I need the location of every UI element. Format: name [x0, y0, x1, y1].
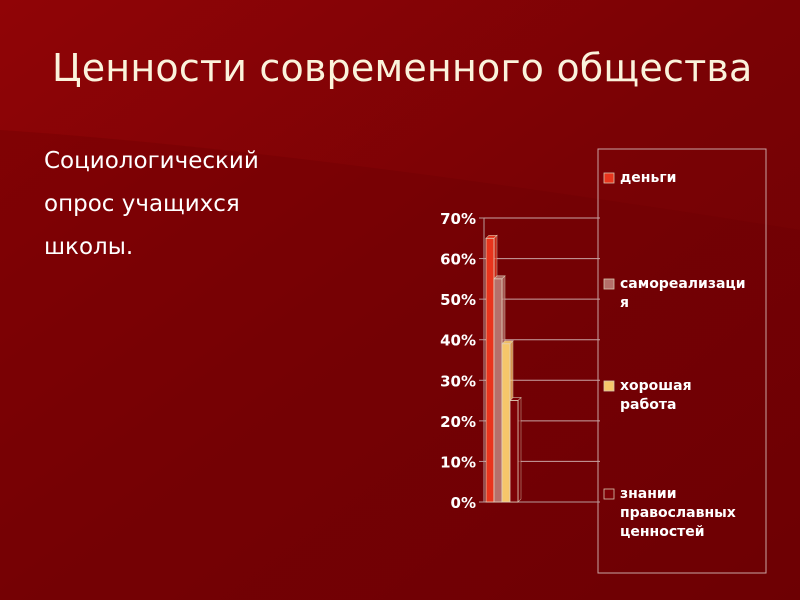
legend-label-line: самореализаци: [620, 276, 746, 292]
legend-label-line: знании: [620, 486, 677, 502]
y-tick-label: 10%: [440, 453, 476, 471]
legend-swatch: [603, 172, 615, 184]
legend-frame: [597, 148, 767, 574]
y-tick-label: 0%: [451, 494, 476, 512]
y-tick-label: 60%: [440, 251, 476, 269]
legend-label: знании православных ценностей: [620, 486, 736, 540]
slide-title: Ценности современного общества: [52, 46, 753, 90]
y-tick-label: 20%: [440, 413, 476, 431]
legend-label: деньги: [620, 170, 676, 186]
bar: [485, 237, 495, 503]
legend-label-line: работа: [620, 397, 676, 413]
legend-label-line: ценностей: [620, 524, 705, 540]
bar: [501, 343, 511, 503]
legend-label: самореализаци я: [620, 276, 746, 311]
bar-side: [517, 396, 522, 503]
legend-swatch: [603, 380, 615, 392]
legend-label-line: деньги: [620, 170, 676, 186]
subtitle-line: Социологический: [44, 148, 259, 174]
slide-subtitle: Социологический опрос учащихся школы.: [44, 140, 344, 269]
subtitle-line: опрос учащихся: [44, 191, 240, 217]
y-tick-label: 70%: [440, 210, 476, 228]
legend-swatch: [603, 488, 615, 500]
y-tick-label: 40%: [440, 332, 476, 350]
bar: [493, 278, 503, 503]
bar: [509, 400, 519, 503]
subtitle-line: школы.: [44, 234, 134, 260]
y-tick-label: 30%: [440, 372, 476, 390]
legend-label: хорошая работа: [620, 378, 692, 413]
legend-label-line: я: [620, 295, 629, 311]
legend-label-line: хорошая: [620, 378, 692, 394]
y-tick-label: 50%: [440, 291, 476, 309]
legend-label-line: православных: [620, 505, 736, 521]
legend-swatch: [603, 278, 615, 290]
